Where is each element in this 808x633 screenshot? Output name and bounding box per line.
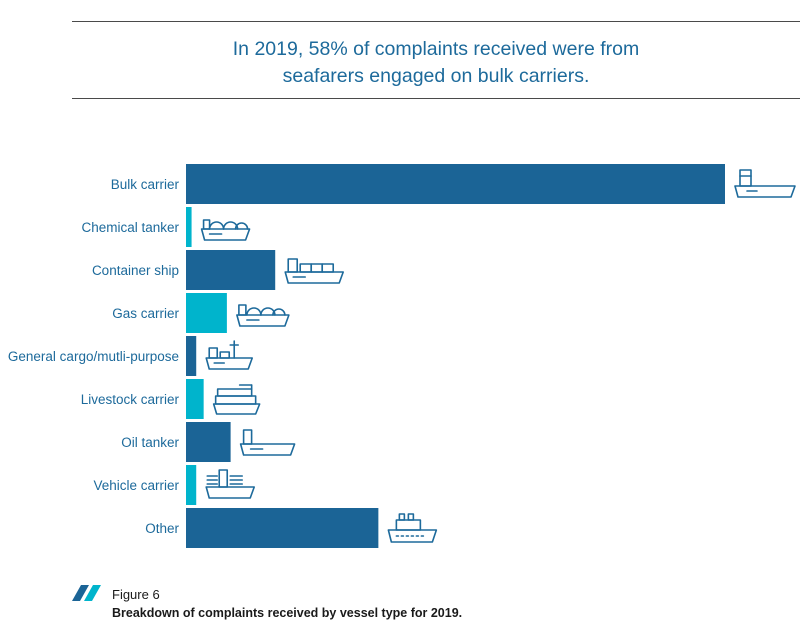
headline: In 2019, 58% of complaints received were… [72,36,800,90]
figure-stripes-icon [72,585,101,601]
category-label: Oil tanker [121,435,179,450]
category-label: Gas carrier [112,306,179,321]
figure-number: Figure 6 [112,587,160,602]
bars-layer [186,164,725,548]
bar-container-ship [186,250,276,290]
category-label: Chemical tanker [81,220,179,235]
category-label: Container ship [92,263,179,278]
bar-oil-tanker [186,422,231,462]
bar-gas-carrier [186,293,227,333]
container-ship-icon [284,258,345,284]
headline-line-2: seafarers engaged on bulk carriers. [282,65,590,87]
top-divider [72,21,800,22]
chemical-tanker-icon [200,219,251,241]
bulk-carrier-icon [734,169,796,198]
category-label: Vehicle carrier [93,478,179,493]
general-cargo-icon [205,340,254,370]
bar-livestock-carrier [186,379,204,419]
figure-caption: Breakdown of complaints received by vess… [112,606,463,620]
vehicle-carrier-icon [205,469,256,499]
category-label: Bulk carrier [111,177,180,192]
category-label: Other [145,521,179,536]
gas-carrier-icon [236,304,290,327]
category-label: Livestock carrier [81,392,180,407]
bar-chemical-tanker [186,207,192,247]
bar-vehicle-carrier [186,465,197,505]
bar-other [186,508,379,548]
headline-divider [72,98,800,99]
bar-bulk-carrier [186,164,725,204]
other-ship-icon [387,513,438,543]
icons-layer [200,169,796,543]
oil-tanker-icon [239,429,296,456]
bar-general-cargo-mutli-purpose [186,336,197,376]
headline-line-1: In 2019, 58% of complaints received were… [232,38,640,60]
livestock-carrier-icon [212,384,261,415]
labels-layer: Bulk carrier Chemical tanker Container shi… [8,177,180,536]
category-label: General cargo/mutli-purpose [8,349,179,364]
